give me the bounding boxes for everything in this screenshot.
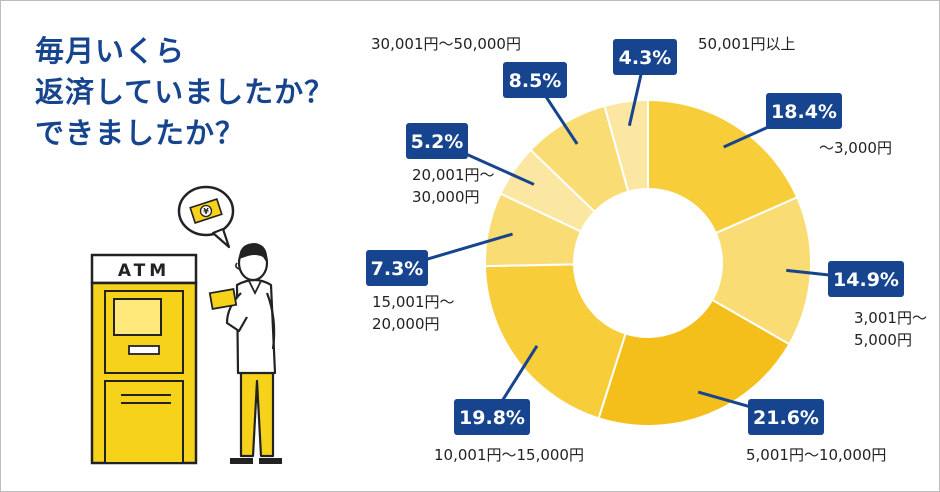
category-label: 20,000円	[372, 315, 440, 333]
title-line-1: 毎月いくら	[35, 34, 186, 68]
value-badge	[503, 62, 567, 98]
category-label: 〜3,000円	[819, 139, 892, 157]
value-badge	[366, 250, 428, 286]
money-bubble-icon: ¥	[177, 185, 235, 249]
category-label: 10,001円〜15,000円	[434, 446, 584, 464]
value-label: 19.8%	[459, 407, 525, 429]
value-label: 14.9%	[833, 269, 899, 291]
value-badges: 18.4% 14.9% 21.6% 19.8% 7.3% 5.2% 8.5% 4.3%	[366, 39, 904, 435]
title-line-2: 返済していましたか？	[35, 75, 335, 109]
value-badge	[748, 399, 824, 435]
person-icon	[208, 243, 282, 464]
value-label: 7.3%	[371, 258, 424, 280]
category-label: 3,001円〜	[854, 309, 927, 327]
donut-slice	[597, 298, 791, 427]
value-label: 4.3%	[619, 47, 672, 69]
value-badge	[613, 39, 677, 75]
value-label: 8.5%	[509, 70, 562, 92]
donut-slice	[484, 263, 627, 420]
page-title: 毎月いくら 返済していましたか？ できましたか？	[35, 31, 334, 154]
category-label: 30,001円〜50,000円	[371, 35, 521, 53]
donut-slice	[647, 98, 799, 235]
atm-label: ATM	[118, 261, 170, 281]
title-line-3: できましたか？	[35, 116, 246, 150]
category-label: 5,000円	[854, 331, 912, 349]
category-label: 5,001円〜10,000円	[746, 446, 886, 464]
value-badge	[828, 261, 904, 297]
value-badge	[406, 123, 468, 159]
category-labels: 〜3,000円 3,001円〜 5,000円 5,001円〜10,000円 10,001…	[371, 35, 927, 464]
category-label: 20,001円〜	[412, 166, 495, 184]
yen-symbol: ¥	[203, 207, 209, 216]
value-label: 21.6%	[753, 407, 819, 429]
donut-slices	[484, 98, 812, 427]
value-badge	[766, 93, 842, 129]
donut-slice	[710, 196, 812, 346]
value-label: 18.4%	[771, 101, 837, 123]
category-label: 15,001円〜	[372, 293, 455, 311]
atm-machine-icon: ATM	[90, 253, 198, 465]
value-badge	[454, 399, 530, 435]
category-label: 30,000円	[412, 188, 480, 206]
value-label: 5.2%	[411, 131, 464, 153]
donut-slice	[603, 98, 649, 193]
category-label: 50,001円以上	[698, 35, 796, 53]
